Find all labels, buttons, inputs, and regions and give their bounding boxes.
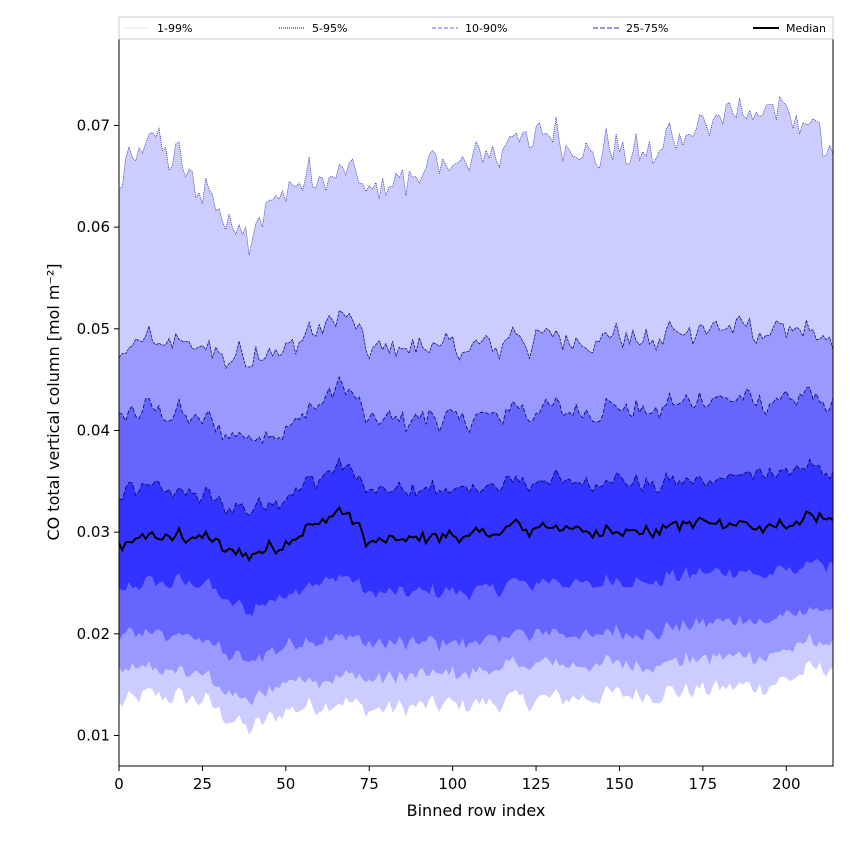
x-tick-label: 175 [689,775,718,793]
x-tick-label: 125 [522,775,551,793]
legend-label: 5-95% [312,22,347,35]
x-tick-label: 75 [360,775,379,793]
legend-box [118,16,834,40]
y-tick-label: 0.03 [77,523,110,541]
legend: 1-99% 5-95% 10-90% 25-75% Median [118,16,834,40]
x-tick-label: 150 [605,775,634,793]
x-tick-label: 200 [772,775,801,793]
legend-label: 1-99% [157,22,192,35]
legend-label: 10-90% [465,22,507,35]
x-tick-label: 100 [438,775,467,793]
y-axis: 0.01 0.02 0.03 0.04 0.05 0.06 0.07 [77,116,119,744]
line-p75 [119,457,833,517]
y-tick-label: 0.02 [77,625,110,643]
x-tick-label: 25 [193,775,212,793]
y-tick-label: 0.06 [77,218,110,236]
legend-label: 25-75% [626,22,668,35]
line-p95 [119,310,833,370]
x-tick-label: 0 [114,775,124,793]
y-tick-label: 0.07 [77,116,110,134]
line-p99 [119,95,833,256]
y-tick-label: 0.05 [77,320,110,338]
x-axis: 0 25 50 75 100 125 150 175 200 [114,766,801,793]
x-tick-label: 50 [276,775,295,793]
x-axis-label: Binned row index [407,801,546,820]
line-p90 [119,375,833,445]
percentile-edge-lines [119,95,833,517]
y-tick-label: 0.04 [77,421,110,439]
band-25-75 [119,458,833,617]
legend-label: Median [786,22,826,35]
y-tick-label: 0.01 [77,726,110,744]
median-layer [119,505,833,563]
y-axis-label: CO total vertical column [mol m⁻²] [44,263,63,540]
median-line [119,505,833,563]
